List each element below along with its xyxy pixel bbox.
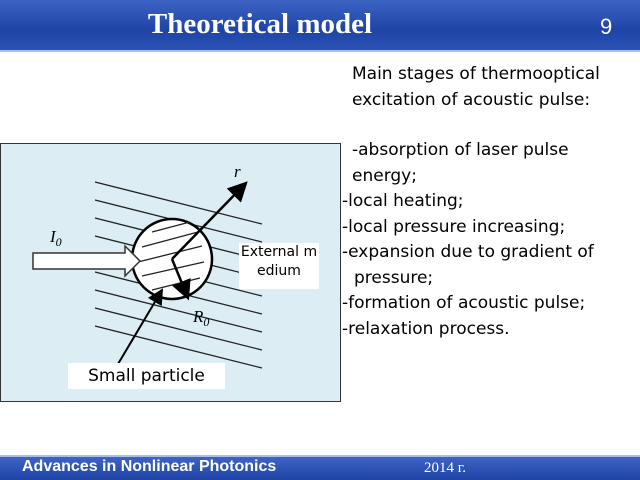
- footer-title: Advances in Nonlinear Photonics: [22, 458, 277, 475]
- stage: -expansion due to gradient of pressure;: [342, 242, 594, 288]
- radius-vector-label: r: [234, 162, 241, 181]
- particle-label: Small particle: [68, 363, 225, 389]
- stage: -local heating;: [342, 191, 464, 211]
- intro: Main stages of thermooptical excitation …: [352, 64, 600, 110]
- label-sub: 0: [203, 315, 209, 329]
- stages-text: Main stages of thermooptical excitation …: [342, 62, 638, 342]
- label-main: I: [49, 227, 57, 246]
- label-main: R: [192, 307, 204, 326]
- stage: -formation of acoustic pulse;: [342, 293, 586, 313]
- stage: -relaxation process.: [342, 318, 510, 339]
- radius-label: R0: [192, 307, 209, 329]
- label-sub: 0: [56, 235, 62, 249]
- radius-arrow: [170, 258, 191, 301]
- external-medium-label: External medium: [239, 243, 319, 289]
- slide-number: 9: [600, 14, 613, 39]
- slide-title: Theoretical model: [147, 8, 373, 40]
- radius-vector-arrow: [171, 181, 248, 260]
- particle-pointer: [117, 288, 164, 365]
- intensity-label: I0: [49, 227, 62, 249]
- stage: -absorption of laser pulse energy;: [352, 140, 569, 186]
- footer-year: 2014 г.: [424, 460, 466, 476]
- footer-bar: [0, 455, 640, 480]
- stage: -local pressure increasing;: [342, 216, 566, 237]
- header-bar: [0, 0, 640, 52]
- laser-arrow: [32, 244, 142, 278]
